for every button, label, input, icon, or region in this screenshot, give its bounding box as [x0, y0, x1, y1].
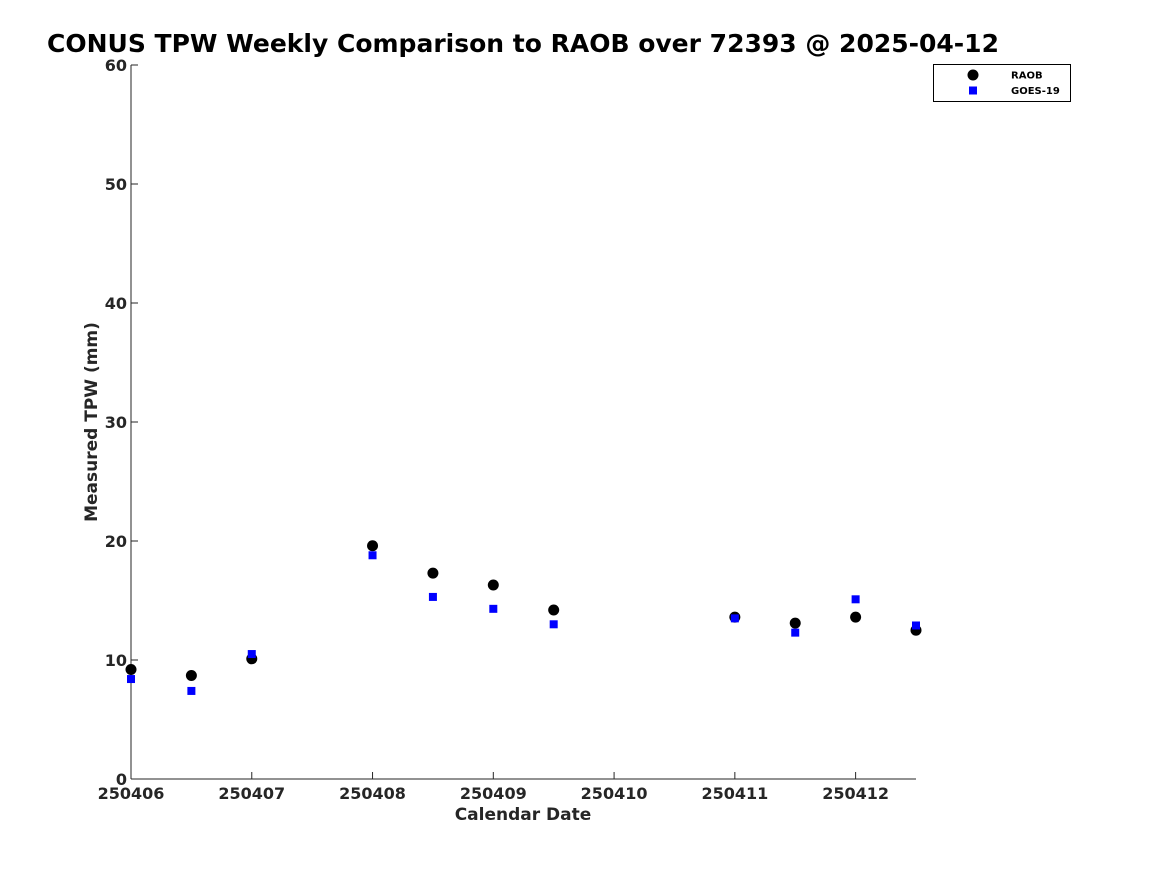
y-tick-label: 50: [105, 175, 127, 194]
raob-point: [125, 664, 137, 676]
y-tick-label: 10: [105, 651, 127, 670]
x-tick-label: 250412: [822, 784, 889, 803]
legend-raob-marker: [967, 69, 979, 81]
raob-point: [427, 567, 439, 579]
x-tick-label: 250407: [218, 784, 285, 803]
goes-19-point: [549, 620, 558, 629]
goes-19-point: [368, 551, 377, 560]
raob-point: [185, 669, 197, 681]
goes-19-point: [851, 595, 860, 604]
goes-19-point: [912, 621, 920, 630]
y-tick-label: 20: [105, 532, 127, 551]
goes-19-point: [791, 628, 800, 637]
y-tick-label: 40: [105, 294, 127, 313]
raob-point: [789, 617, 801, 629]
x-tick-label: 250408: [339, 784, 406, 803]
goes-19-point: [187, 686, 196, 695]
legend: RAOB GOES-19: [933, 64, 1071, 102]
y-tick-label: 0: [116, 770, 127, 789]
x-tick-label: 250409: [460, 784, 527, 803]
raob-point: [548, 604, 560, 616]
x-axis-label: Calendar Date: [455, 805, 592, 825]
goes-19-point: [127, 675, 135, 684]
legend-raob-label: RAOB: [1011, 71, 1043, 82]
legend-box: [933, 64, 1071, 102]
goes-19-point: [489, 604, 498, 613]
raob-point: [487, 579, 499, 591]
raob-point: [850, 611, 862, 623]
y-axis-label: Measured TPW (mm): [82, 322, 102, 522]
legend-goes-label: GOES-19: [1011, 86, 1060, 97]
x-tick-label: 250410: [581, 784, 648, 803]
y-tick-label: 30: [105, 413, 127, 432]
goes-19-point: [730, 614, 739, 623]
goes-19-point: [428, 592, 437, 601]
chart-title: CONUS TPW Weekly Comparison to RAOB over…: [47, 29, 999, 58]
x-tick-label: 250411: [701, 784, 768, 803]
y-tick-label: 60: [105, 56, 127, 75]
goes-19-point: [247, 650, 256, 659]
x-tick-label: 250406: [98, 784, 165, 803]
legend-goes-marker: [969, 86, 977, 95]
raob-point: [367, 540, 379, 552]
